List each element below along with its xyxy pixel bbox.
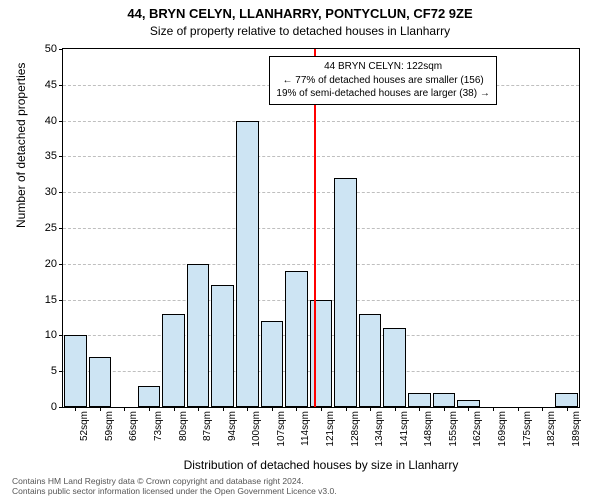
bar xyxy=(334,178,357,407)
bar xyxy=(408,393,431,407)
xtick-label: 148sqm xyxy=(423,411,434,447)
info-box: 44 BRYN CELYN: 122sqm← 77% of detached h… xyxy=(269,56,496,105)
ytick-label: 50 xyxy=(45,43,57,55)
chart-title-address: 44, BRYN CELYN, LLANHARRY, PONTYCLUN, CF… xyxy=(0,6,600,21)
bar xyxy=(187,264,210,407)
xtick-label: 189sqm xyxy=(571,411,582,447)
xtick-label: 128sqm xyxy=(350,411,361,447)
ytick-mark xyxy=(59,264,63,265)
bar xyxy=(261,321,284,407)
xtick-label: 155sqm xyxy=(448,411,459,447)
xtick-mark xyxy=(272,407,273,411)
bar xyxy=(89,357,112,407)
xtick-label: 134sqm xyxy=(374,411,385,447)
ytick-label: 10 xyxy=(45,329,57,341)
xtick-label: 87sqm xyxy=(202,411,213,441)
info-box-line-2: ← 77% of detached houses are smaller (15… xyxy=(276,74,489,88)
x-axis-label: Distribution of detached houses by size … xyxy=(62,458,580,472)
xtick-label: 162sqm xyxy=(472,411,483,447)
chart-plot-area: 0510152025303540455052sqm59sqm66sqm73sqm… xyxy=(62,48,580,408)
xtick-label: 59sqm xyxy=(104,411,115,441)
info-box-line-1: 44 BRYN CELYN: 122sqm xyxy=(276,60,489,74)
bar xyxy=(457,400,480,407)
xtick-mark xyxy=(100,407,101,411)
xtick-mark xyxy=(223,407,224,411)
ytick-label: 0 xyxy=(51,401,57,413)
ytick-mark xyxy=(59,192,63,193)
footer-line1: Contains HM Land Registry data © Crown c… xyxy=(12,476,337,486)
xtick-mark xyxy=(247,407,248,411)
bar xyxy=(359,314,382,407)
xtick-label: 52sqm xyxy=(79,411,90,441)
ytick-mark xyxy=(59,85,63,86)
info-box-line-3: 19% of semi-detached houses are larger (… xyxy=(276,87,489,101)
ytick-mark xyxy=(59,407,63,408)
bar xyxy=(211,285,234,407)
bar xyxy=(64,335,87,407)
ytick-mark xyxy=(59,121,63,122)
xtick-mark xyxy=(518,407,519,411)
xtick-label: 175sqm xyxy=(522,411,533,447)
xtick-mark xyxy=(174,407,175,411)
ytick-label: 15 xyxy=(45,294,57,306)
ytick-label: 35 xyxy=(45,150,57,162)
gridline xyxy=(63,192,579,193)
xtick-mark xyxy=(198,407,199,411)
ytick-label: 30 xyxy=(45,186,57,198)
ytick-label: 40 xyxy=(45,115,57,127)
footer-line2: Contains public sector information licen… xyxy=(12,486,337,496)
ytick-mark xyxy=(59,49,63,50)
bar xyxy=(236,121,259,407)
ytick-mark xyxy=(59,335,63,336)
ytick-label: 5 xyxy=(51,365,57,377)
xtick-label: 94sqm xyxy=(227,411,238,441)
bar xyxy=(383,328,406,407)
ytick-label: 45 xyxy=(45,79,57,91)
bar xyxy=(310,300,333,407)
bar xyxy=(433,393,456,407)
gridline xyxy=(63,121,579,122)
xtick-label: 100sqm xyxy=(251,411,262,447)
xtick-label: 182sqm xyxy=(546,411,557,447)
xtick-mark xyxy=(444,407,445,411)
chart-subtitle: Size of property relative to detached ho… xyxy=(0,24,600,38)
xtick-label: 107sqm xyxy=(276,411,287,447)
bar xyxy=(162,314,185,407)
xtick-mark xyxy=(75,407,76,411)
xtick-mark xyxy=(149,407,150,411)
ytick-label: 25 xyxy=(45,222,57,234)
bar xyxy=(555,393,578,407)
ytick-label: 20 xyxy=(45,258,57,270)
xtick-mark xyxy=(124,407,125,411)
footer-attribution: Contains HM Land Registry data © Crown c… xyxy=(12,476,337,496)
ytick-mark xyxy=(59,371,63,372)
xtick-mark xyxy=(493,407,494,411)
bar xyxy=(138,386,161,407)
y-axis-label: Number of detached properties xyxy=(14,63,28,228)
xtick-label: 80sqm xyxy=(178,411,189,441)
xtick-mark xyxy=(370,407,371,411)
xtick-mark xyxy=(346,407,347,411)
xtick-mark xyxy=(419,407,420,411)
ytick-mark xyxy=(59,300,63,301)
xtick-label: 73sqm xyxy=(153,411,164,441)
gridline xyxy=(63,228,579,229)
xtick-mark xyxy=(296,407,297,411)
xtick-mark xyxy=(395,407,396,411)
xtick-mark xyxy=(567,407,568,411)
xtick-mark xyxy=(468,407,469,411)
xtick-label: 169sqm xyxy=(497,411,508,447)
xtick-label: 141sqm xyxy=(399,411,410,447)
ytick-mark xyxy=(59,228,63,229)
xtick-label: 114sqm xyxy=(300,411,311,446)
bar xyxy=(285,271,308,407)
gridline xyxy=(63,264,579,265)
xtick-label: 66sqm xyxy=(128,411,139,441)
ytick-mark xyxy=(59,156,63,157)
xtick-mark xyxy=(542,407,543,411)
xtick-mark xyxy=(321,407,322,411)
gridline xyxy=(63,156,579,157)
xtick-label: 121sqm xyxy=(325,411,336,447)
